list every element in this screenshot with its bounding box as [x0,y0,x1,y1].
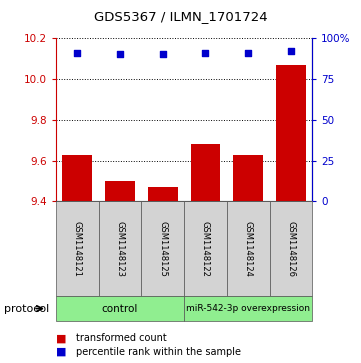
Text: miR-542-3p overexpression: miR-542-3p overexpression [186,304,310,313]
Text: control: control [102,303,138,314]
Text: ■: ■ [56,333,66,343]
Text: GSM1148124: GSM1148124 [244,221,253,277]
Bar [191,144,221,201]
Bar [276,65,306,201]
Text: protocol: protocol [4,303,49,314]
Text: transformed count: transformed count [76,333,166,343]
Text: GDS5367 / ILMN_1701724: GDS5367 / ILMN_1701724 [94,10,267,23]
Point [203,50,208,56]
Text: GSM1148122: GSM1148122 [201,221,210,277]
Text: GSM1148121: GSM1148121 [73,221,82,277]
Text: percentile rank within the sample: percentile rank within the sample [76,347,241,357]
Point [117,52,123,57]
Text: ■: ■ [56,347,66,357]
Point [245,50,251,56]
Text: GSM1148123: GSM1148123 [116,221,125,277]
Bar [105,181,135,201]
Bar [148,187,178,201]
Bar [233,155,263,201]
Point [288,48,294,54]
Bar [62,155,92,201]
Text: GSM1148126: GSM1148126 [286,221,295,277]
Text: GSM1148125: GSM1148125 [158,221,167,277]
Point [74,50,80,56]
Point [160,52,166,57]
